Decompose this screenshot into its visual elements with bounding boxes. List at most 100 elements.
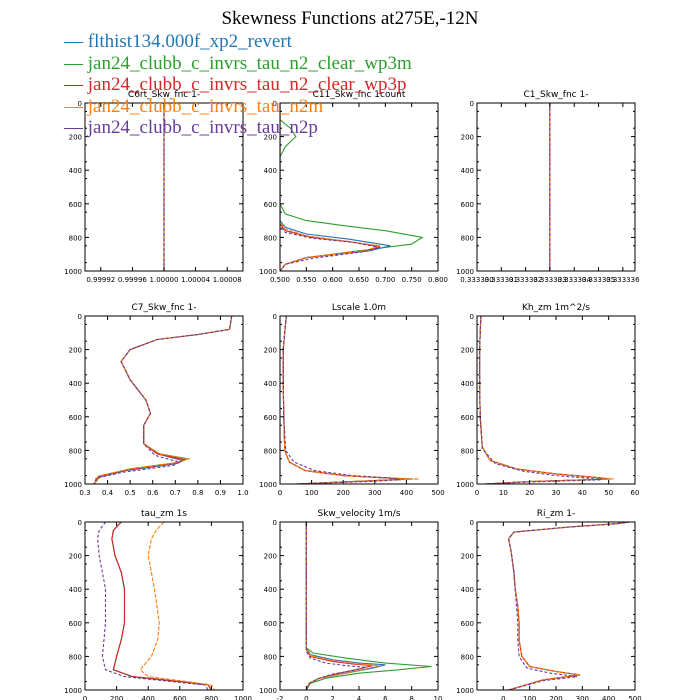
x-tick-label: 500 [628, 695, 641, 700]
y-tick-label: 800 [461, 447, 474, 455]
x-tick-label: 1000 [234, 695, 252, 700]
y-tick-label: 400 [264, 586, 277, 594]
series-group [305, 522, 432, 690]
legend-entry: — jan24_clubb_c_invrs_tau_n2p [64, 117, 412, 139]
legend-entry: — jan24_clubb_c_invrs_tau_n2m [64, 96, 412, 118]
x-tick-label: 30 [552, 489, 561, 497]
y-tick-label: 400 [69, 586, 82, 594]
series-line [280, 103, 381, 271]
x-tick-label: 0.600 [323, 276, 343, 284]
y-tick-label: 600 [69, 620, 82, 628]
y-tick-label: 0 [273, 313, 277, 321]
x-tick-label: 0.7 [170, 489, 181, 497]
series-group [280, 103, 424, 271]
legend-entry: — flthist134.000f_xp2_revert [64, 31, 412, 53]
panel-title: Kh_zm 1m^2/s [522, 303, 590, 313]
y-tick-label: 1000 [456, 268, 474, 276]
panel-title: C1_Skw_fnc 1- [524, 90, 589, 100]
series-line [479, 316, 612, 484]
legend-label: jan24_clubb_c_invrs_tau_n2_clear_wp3m [87, 52, 412, 74]
series-line [111, 522, 212, 690]
x-tick-label: 50 [604, 489, 613, 497]
x-tick-label: 0.4 [102, 489, 114, 497]
plot-frame [476, 102, 636, 272]
y-tick-label: 800 [264, 447, 277, 455]
plot-frame [84, 521, 244, 691]
y-tick-label: 400 [69, 380, 82, 388]
x-tick-label: 0.333336 [606, 276, 640, 284]
y-tick-label: 400 [461, 586, 474, 594]
x-tick-label: 10 [434, 695, 443, 700]
x-tick-label: 0.333331 [485, 276, 518, 284]
series-line [479, 316, 609, 484]
y-tick-label: 0 [78, 313, 82, 321]
y-tick-label: 600 [69, 414, 82, 422]
x-tick-label: 0.333335 [582, 276, 615, 284]
series-line [508, 522, 630, 690]
series-line [93, 316, 233, 484]
x-tick-label: 0 [304, 695, 308, 700]
series-line [111, 522, 212, 690]
x-tick-label: 0.3 [79, 489, 90, 497]
series-line [508, 522, 630, 690]
x-tick-label: 200 [110, 695, 123, 700]
y-tick-label: 600 [264, 201, 277, 209]
figure-title: Skewness Functions at275E,-12N [221, 8, 479, 29]
x-tick-label: 0.99996 [118, 276, 147, 284]
y-tick-label: 1000 [456, 481, 474, 489]
legend-swatch: — [64, 117, 88, 138]
series-line [93, 316, 233, 484]
y-tick-label: 1000 [259, 268, 277, 276]
y-tick-label: 200 [461, 347, 474, 355]
series-line [111, 522, 212, 690]
x-tick-label: 0.700 [375, 276, 395, 284]
panel-title: tau_zm 1s [141, 509, 187, 519]
series-group [508, 522, 630, 690]
x-tick-label: 500 [431, 489, 444, 497]
x-tick-label: 6 [383, 695, 388, 700]
x-tick-label: 0.550 [296, 276, 316, 284]
legend: — flthist134.000f_xp2_revert — jan24_clu… [64, 31, 412, 139]
y-tick-label: 0 [273, 100, 277, 108]
y-tick-label: 1000 [64, 268, 82, 276]
legend-label: jan24_clubb_c_invrs_tau_n2m [87, 95, 324, 117]
x-tick-label: 0.6 [147, 489, 159, 497]
y-tick-label: 1000 [64, 687, 82, 695]
x-tick-label: 0.750 [402, 276, 422, 284]
x-tick-label: 0 [278, 489, 282, 497]
series-group [93, 316, 233, 484]
series-line [282, 316, 420, 484]
y-tick-label: 0 [470, 100, 474, 108]
y-tick-label: 400 [461, 167, 474, 175]
y-tick-label: 800 [69, 653, 82, 661]
panel-title: C11_Skw_fnc 1count [313, 90, 406, 100]
y-tick-label: 0 [273, 519, 277, 527]
y-tick-label: 200 [69, 553, 82, 561]
legend-swatch: — [64, 95, 88, 117]
x-tick-label: 60 [631, 489, 640, 497]
x-tick-label: 0.333334 [558, 276, 592, 284]
x-tick-label: 0.8 [192, 489, 203, 497]
plot-frame [84, 315, 244, 485]
series-line [93, 316, 233, 484]
y-tick-label: 0 [78, 100, 82, 108]
y-tick-label: 1000 [456, 687, 474, 695]
y-tick-label: 200 [264, 553, 277, 561]
x-tick-label: 0 [475, 489, 479, 497]
x-tick-label: 0 [83, 695, 87, 700]
series-group [97, 522, 216, 690]
x-tick-label: 300 [368, 489, 381, 497]
legend-label: jan24_clubb_c_invrs_tau_n2p [87, 117, 318, 138]
series-line [280, 103, 381, 271]
x-tick-label: 1.0 [237, 489, 248, 497]
series-line [282, 316, 410, 484]
x-tick-label: 400 [602, 695, 615, 700]
y-tick-label: 200 [69, 347, 82, 355]
panel-title: C6rt_Skw_fnc 1- [128, 90, 200, 100]
x-tick-label: 4 [357, 695, 362, 700]
